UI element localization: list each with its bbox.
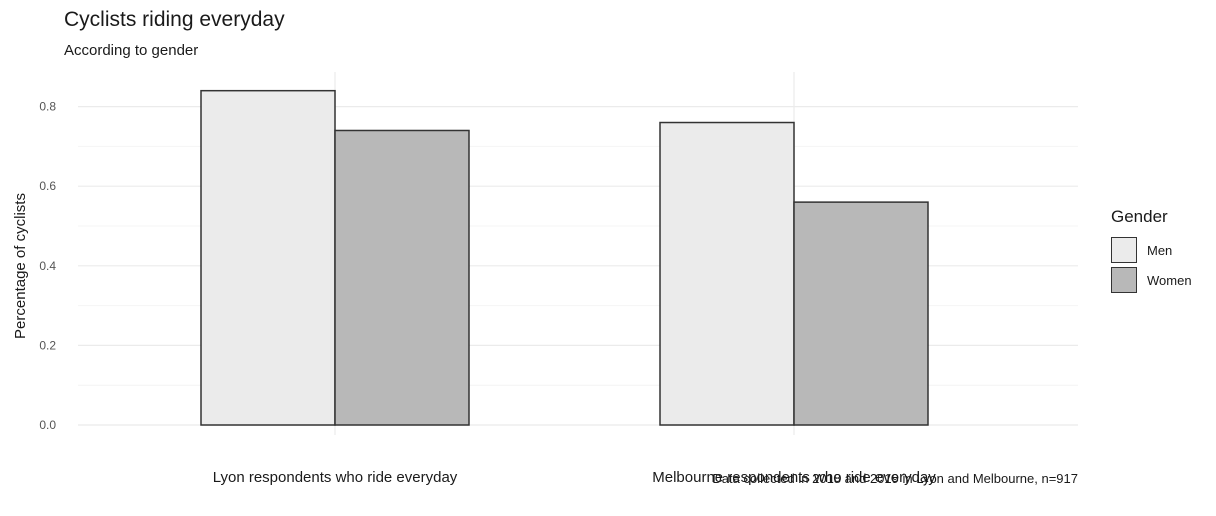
legend-item-men: Men bbox=[1111, 235, 1192, 265]
x-tick-label: Lyon respondents who ride everyday bbox=[213, 469, 458, 486]
legend-item-women: Women bbox=[1111, 265, 1192, 295]
chart-caption: Data collected in 2018 and 2019 in Lyon … bbox=[712, 471, 1078, 486]
x-tick-label: Melbourne respondents who ride everyday bbox=[652, 469, 936, 486]
legend-label-men: Men bbox=[1147, 242, 1173, 258]
legend-key-men bbox=[1111, 237, 1137, 263]
bar-men bbox=[659, 121, 795, 426]
chart-subtitle: According to gender bbox=[64, 42, 199, 59]
y-tick-label: 0.0 bbox=[39, 418, 56, 432]
bar-women bbox=[334, 129, 470, 426]
bar-men bbox=[200, 89, 336, 426]
y-tick-label: 0.4 bbox=[39, 259, 56, 273]
legend: Gender Men Women bbox=[1111, 207, 1192, 295]
x-tick-layer: Lyon respondents who ride everyday Melbou… bbox=[213, 469, 937, 486]
bar-women bbox=[793, 201, 929, 426]
y-tick-label: 0.8 bbox=[39, 100, 56, 114]
chart-title: Cyclists riding everyday bbox=[64, 8, 285, 31]
legend-key-women bbox=[1111, 267, 1137, 293]
y-tick-layer: 0.0 0.2 0.4 0.6 0.8 bbox=[39, 100, 56, 432]
bar-layer bbox=[200, 89, 929, 426]
legend-label-women: Women bbox=[1147, 272, 1192, 288]
legend-title: Gender bbox=[1111, 207, 1168, 226]
y-tick-label: 0.2 bbox=[39, 338, 56, 352]
y-axis-label: Percentage of cyclists bbox=[12, 193, 29, 339]
y-tick-label: 0.6 bbox=[39, 179, 56, 193]
